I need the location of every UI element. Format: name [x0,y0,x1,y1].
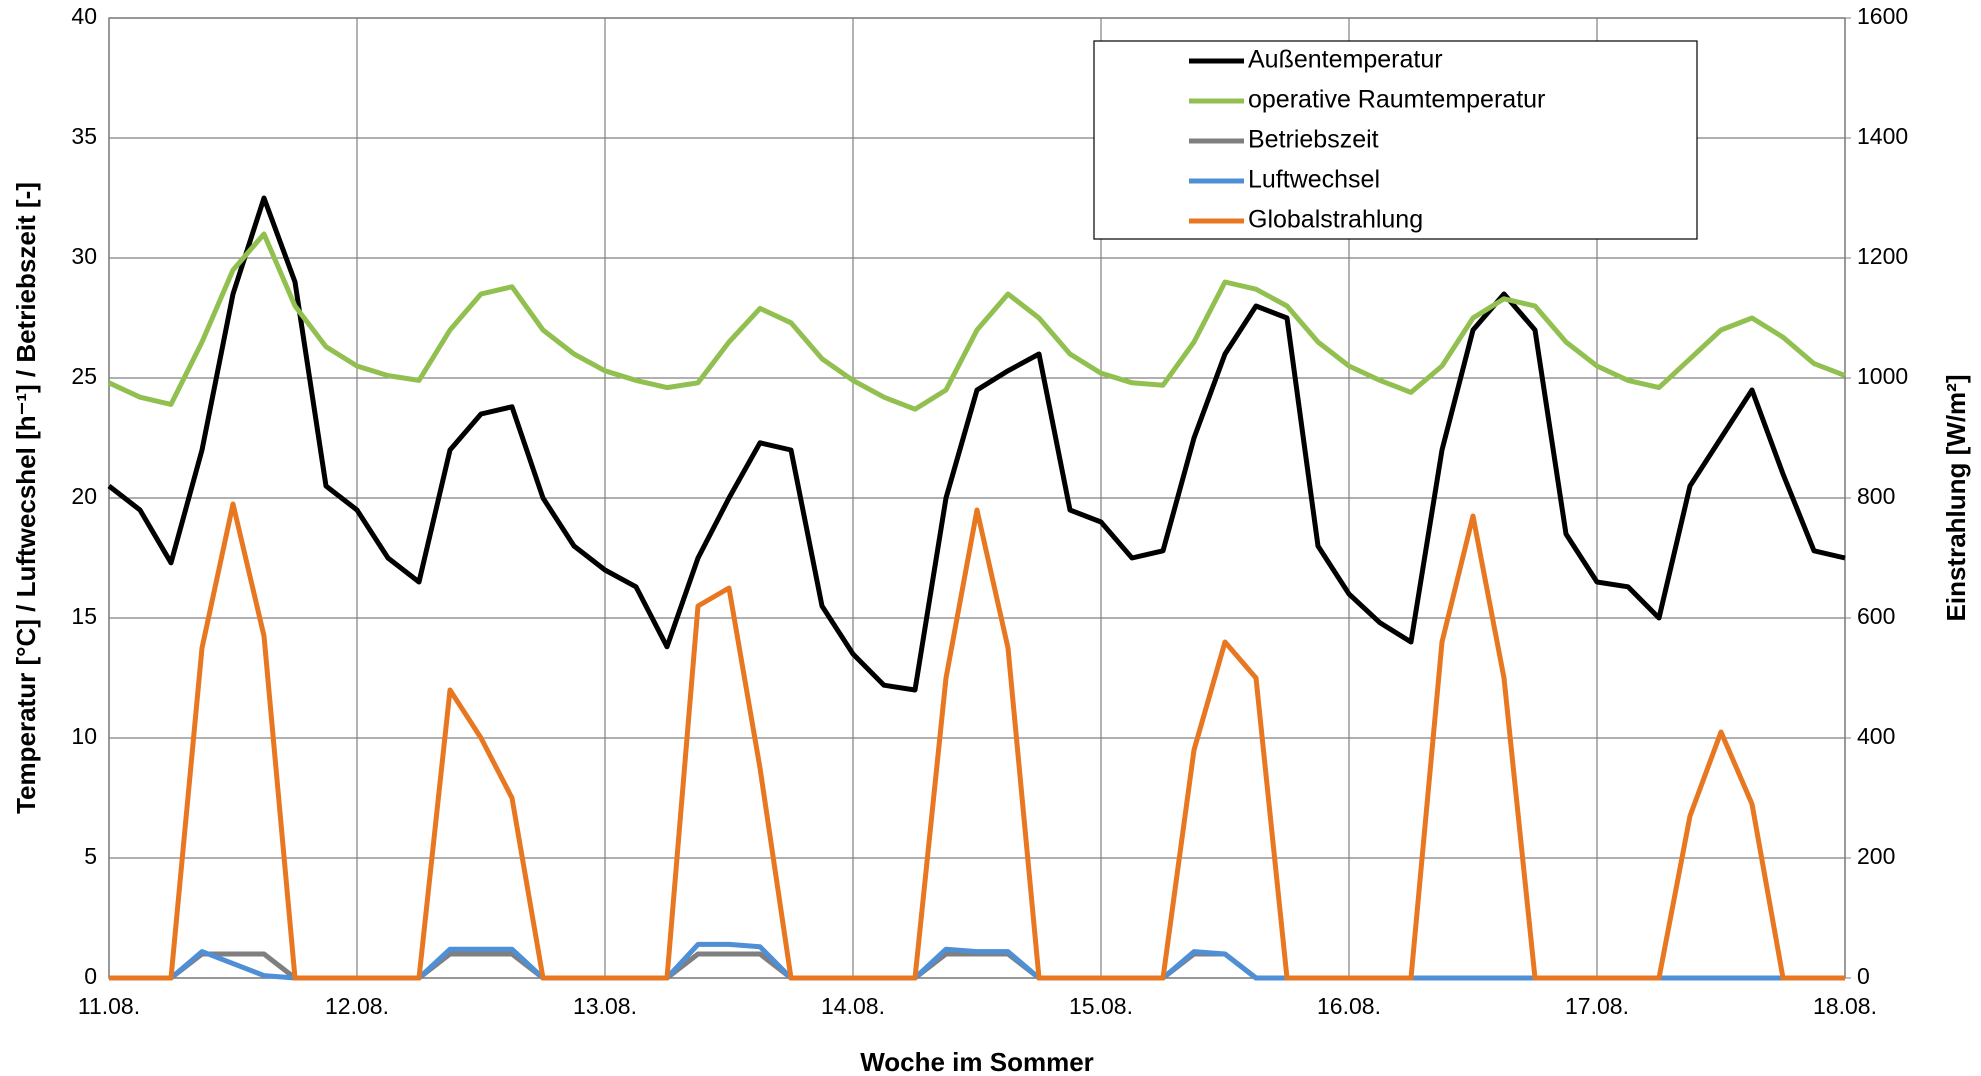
x-tick-label: 12.08. [325,993,389,1019]
y-tick-label: 35 [71,123,97,149]
x-tick-label: 18.08. [1813,993,1877,1019]
y2-tick-label: 1400 [1857,123,1908,149]
y2-axis-label: Einstrahlung [W/m²] [1941,375,1971,622]
y-axis-label: Temperatur [°C] / Luftwecshel [h⁻¹] / Be… [11,182,41,814]
series-line [107,231,1846,412]
y2-tick-label: 0 [1857,963,1870,989]
y-tick-label: 30 [71,243,97,269]
x-tick-label: 14.08. [821,993,885,1019]
series-line [107,195,1846,693]
y2-tick-label: 1600 [1857,3,1908,29]
x-tick-label: 13.08. [573,993,637,1019]
x-tick-label: 11.08. [78,993,140,1019]
y2-tick-label: 400 [1857,723,1895,749]
legend-label: Außentemperatur [1248,46,1443,74]
series-line [109,951,1845,981]
y-tick-label: 40 [71,3,97,29]
y-tick-label: 10 [71,723,97,749]
x-axis-label: Woche im Sommer [860,1047,1094,1076]
legend-label: Globalstrahlung [1248,206,1423,234]
y2-tick-label: 200 [1857,843,1895,869]
x-tick-label: 16.08. [1317,993,1381,1019]
y-tick-label: 25 [71,363,97,389]
series-line [109,941,1845,981]
x-tick-label: 17.08. [1565,993,1629,1019]
legend-label: Luftwechsel [1248,166,1380,194]
y2-tick-label: 1200 [1857,243,1908,269]
y2-tick-label: 1000 [1857,363,1908,389]
y-tick-label: 5 [84,843,97,869]
plot-frame [108,17,1846,979]
y-tick-label: 0 [84,963,97,989]
y2-tick-label: 600 [1857,603,1895,629]
y-tick-label: 20 [71,483,97,509]
x-tick-label: 15.08. [1069,993,1133,1019]
legend-label: Betriebszeit [1248,126,1379,154]
legend: Außentemperatur operative Raumtemperatur B… [1093,40,1698,240]
y2-tick-label: 800 [1857,483,1895,509]
legend-label: operative Raumtemperatur [1248,86,1545,114]
y-tick-label: 15 [71,603,97,629]
series-line [109,501,1845,981]
